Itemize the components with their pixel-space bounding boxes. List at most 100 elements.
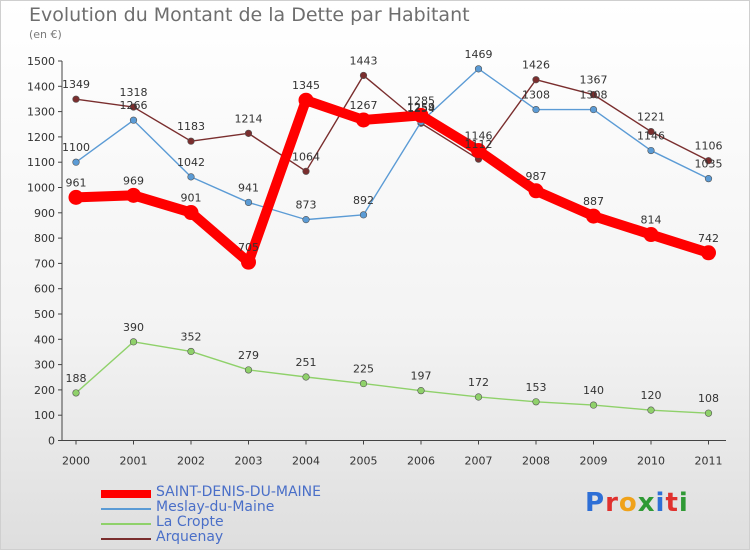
y-tick-label: 400 [34, 333, 55, 346]
logo-letter: P [585, 488, 606, 518]
data-label: 1035 [695, 158, 723, 171]
data-label: 1267 [350, 99, 378, 112]
data-point [126, 187, 141, 203]
data-point [244, 129, 253, 137]
y-tick-label: 500 [34, 308, 55, 321]
data-label: 225 [353, 363, 374, 376]
data-point [474, 65, 483, 73]
data-point [589, 105, 598, 114]
chart-title: Evolution du Montant de la Dette par Hab… [29, 4, 470, 26]
data-label: 987 [526, 170, 547, 183]
logo-letter: x [637, 488, 656, 518]
unit-label: (en €) [29, 28, 62, 41]
data-label: 1221 [637, 111, 665, 124]
data-label: 197 [411, 370, 432, 383]
data-label: 352 [181, 330, 202, 343]
x-tick-label: 2008 [522, 455, 550, 468]
legend-swatch [101, 523, 151, 525]
y-tick-label: 800 [34, 232, 55, 245]
legend-label: Meslay-du-Maine [156, 499, 275, 515]
legend-swatch [101, 490, 151, 498]
data-label: 1349 [62, 78, 90, 91]
data-label: 742 [698, 232, 719, 245]
data-point [643, 227, 659, 243]
data-point [532, 105, 540, 114]
data-label: 172 [468, 376, 489, 389]
data-label: 969 [123, 174, 144, 187]
data-label: 1183 [177, 120, 205, 133]
data-point [704, 157, 713, 165]
data-label: 251 [296, 356, 317, 369]
legend-label: SAINT-DENIS-DU-MAINE [156, 484, 321, 500]
y-tick-label: 1000 [27, 182, 55, 195]
data-point [72, 158, 80, 166]
y-tick-label: 1200 [27, 131, 55, 144]
data-label: 1106 [695, 140, 723, 153]
data-label: 873 [296, 199, 317, 212]
x-tick-label: 2004 [292, 455, 320, 468]
data-point [474, 393, 483, 401]
data-point [302, 373, 310, 381]
data-point [589, 401, 598, 409]
proxiti-logo: Proxiti [585, 488, 689, 518]
data-point [356, 112, 371, 128]
data-label: 108 [698, 392, 719, 405]
data-point [72, 389, 80, 397]
y-tick-label: 900 [34, 207, 55, 220]
data-point [413, 107, 429, 123]
data-point [298, 92, 314, 108]
data-label: 901 [181, 192, 202, 205]
data-point [532, 398, 540, 406]
x-tick-label: 2011 [695, 455, 723, 468]
x-tick-label: 2003 [235, 455, 263, 468]
y-tick-label: 700 [34, 257, 55, 270]
data-point [244, 366, 253, 374]
data-label: 814 [641, 214, 662, 227]
data-label: 1443 [350, 54, 378, 67]
x-tick-label: 2000 [62, 455, 90, 468]
data-label: 1426 [522, 59, 550, 72]
data-label: 1367 [580, 74, 608, 87]
data-label: 1146 [465, 130, 493, 143]
data-label: 153 [526, 381, 547, 394]
y-tick-label: 1500 [27, 55, 55, 68]
data-label: 1146 [637, 130, 665, 143]
y-tick-label: 0 [48, 435, 55, 448]
data-point [701, 245, 716, 261]
data-label: 1308 [580, 89, 608, 102]
data-point [244, 198, 253, 207]
y-tick-label: 100 [34, 409, 55, 422]
y-tick-label: 200 [34, 384, 55, 397]
y-tick-label: 1300 [27, 106, 55, 119]
data-point [647, 406, 655, 414]
legend-label: Arquenay [156, 529, 224, 545]
data-point [187, 137, 195, 145]
data-label: 1214 [235, 112, 263, 125]
legend: SAINT-DENIS-DU-MAINE Meslay-du-Maine La … [101, 484, 401, 546]
series-line [75, 341, 709, 414]
data-label: 1100 [62, 141, 90, 154]
logo-letter: r [605, 488, 619, 518]
data-point [129, 116, 138, 124]
data-label: 1064 [292, 150, 320, 163]
data-label: 1254 [407, 102, 435, 115]
data-point [129, 103, 138, 111]
data-label: 1285 [407, 94, 435, 107]
series-line [75, 74, 709, 173]
series-line [75, 68, 709, 221]
data-label: 1112 [465, 138, 493, 151]
line-chart: 0 100 200 300 400 500 600 700 800 900 1000 1100 1200… [27, 48, 726, 468]
data-point [187, 347, 195, 356]
logo-letter: i [655, 488, 666, 518]
legend-item-arquenay: Arquenay [101, 529, 401, 546]
legend-item-meslay: Meslay-du-Maine [101, 499, 401, 516]
data-label: 1469 [465, 48, 493, 61]
data-point [647, 127, 655, 136]
legend-item-saint-denis: SAINT-DENIS-DU-MAINE [101, 484, 401, 501]
data-point [471, 143, 486, 159]
x-tick-label: 2002 [177, 455, 205, 468]
data-point [187, 173, 195, 181]
data-label: 1308 [522, 89, 550, 102]
data-point [704, 409, 713, 417]
